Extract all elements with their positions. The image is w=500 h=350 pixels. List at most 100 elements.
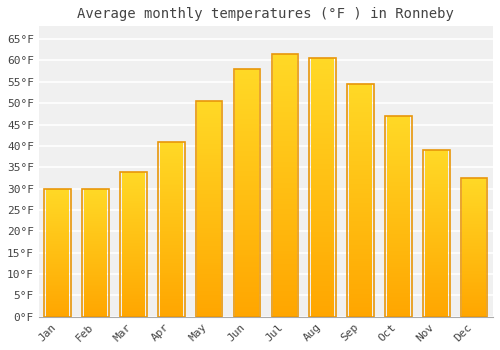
- Bar: [462, 182, 486, 183]
- Bar: [122, 263, 145, 265]
- Bar: [424, 170, 448, 172]
- Bar: [198, 185, 221, 187]
- Bar: [273, 133, 296, 135]
- Bar: [349, 196, 372, 198]
- Bar: [462, 299, 486, 300]
- Bar: [462, 306, 486, 307]
- Bar: [46, 218, 70, 219]
- Bar: [424, 255, 448, 257]
- Bar: [160, 262, 183, 264]
- Bar: [122, 256, 145, 257]
- Bar: [311, 107, 334, 110]
- Bar: [122, 253, 145, 254]
- Bar: [462, 267, 486, 268]
- Bar: [462, 265, 486, 267]
- Bar: [160, 219, 183, 220]
- Bar: [122, 289, 145, 290]
- Bar: [122, 265, 145, 266]
- Bar: [84, 301, 108, 303]
- Bar: [122, 217, 145, 218]
- Bar: [198, 198, 221, 200]
- Bar: [273, 149, 296, 151]
- Bar: [349, 263, 372, 266]
- Bar: [84, 304, 108, 305]
- Bar: [122, 179, 145, 180]
- Bar: [386, 307, 410, 309]
- Bar: [349, 124, 372, 126]
- Bar: [273, 80, 296, 83]
- Bar: [236, 304, 258, 307]
- Bar: [273, 270, 296, 272]
- Bar: [84, 273, 108, 274]
- Bar: [386, 160, 410, 162]
- Bar: [349, 259, 372, 261]
- Bar: [84, 217, 108, 218]
- Bar: [84, 266, 108, 267]
- Bar: [198, 189, 221, 192]
- Bar: [311, 203, 334, 206]
- Bar: [349, 110, 372, 112]
- Bar: [273, 225, 296, 228]
- Bar: [84, 289, 108, 290]
- Bar: [160, 261, 183, 262]
- Bar: [198, 306, 221, 308]
- Bar: [122, 240, 145, 241]
- Bar: [424, 212, 448, 214]
- Bar: [160, 240, 183, 242]
- Bar: [424, 172, 448, 174]
- Bar: [84, 307, 108, 308]
- Bar: [84, 314, 108, 315]
- Bar: [311, 239, 334, 242]
- Bar: [84, 244, 108, 245]
- Bar: [160, 145, 183, 147]
- Bar: [122, 215, 145, 217]
- Bar: [122, 286, 145, 288]
- Bar: [311, 89, 334, 92]
- Bar: [349, 240, 372, 242]
- Bar: [386, 206, 410, 208]
- Bar: [273, 117, 296, 120]
- Bar: [160, 298, 183, 299]
- Bar: [196, 101, 222, 317]
- Bar: [198, 270, 221, 272]
- Bar: [160, 147, 183, 149]
- Bar: [311, 201, 334, 203]
- Bar: [160, 144, 183, 145]
- Bar: [160, 241, 183, 243]
- Bar: [236, 96, 258, 99]
- Bar: [236, 190, 258, 193]
- Bar: [349, 238, 372, 240]
- Bar: [160, 175, 183, 177]
- Bar: [424, 237, 448, 238]
- Bar: [46, 274, 70, 276]
- Bar: [84, 213, 108, 214]
- Bar: [198, 127, 221, 129]
- Bar: [198, 129, 221, 131]
- Bar: [273, 254, 296, 256]
- Bar: [311, 82, 334, 84]
- Bar: [236, 210, 258, 213]
- Bar: [84, 310, 108, 312]
- Bar: [236, 101, 258, 104]
- Bar: [198, 122, 221, 125]
- Bar: [84, 249, 108, 250]
- Bar: [84, 231, 108, 232]
- Bar: [84, 308, 108, 309]
- Bar: [84, 202, 108, 203]
- Bar: [236, 267, 258, 270]
- Bar: [122, 177, 145, 179]
- Bar: [236, 243, 258, 245]
- Bar: [46, 278, 70, 280]
- Bar: [311, 87, 334, 89]
- Bar: [349, 189, 372, 191]
- Bar: [160, 256, 183, 257]
- Bar: [160, 296, 183, 298]
- Bar: [424, 290, 448, 292]
- Bar: [386, 271, 410, 273]
- Bar: [424, 222, 448, 224]
- Bar: [311, 172, 334, 175]
- Bar: [386, 276, 410, 279]
- Bar: [349, 105, 372, 107]
- Bar: [386, 305, 410, 307]
- Bar: [198, 213, 221, 215]
